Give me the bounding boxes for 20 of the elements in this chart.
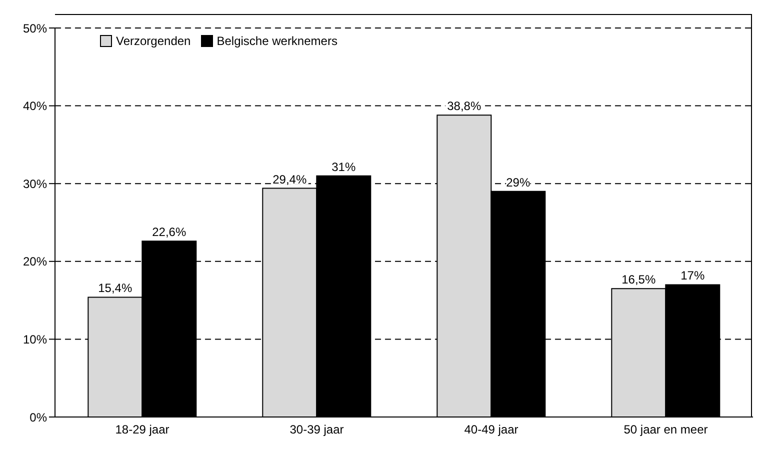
y-tick-label: 30% [22,176,48,191]
y-tick-label: 20% [22,254,48,269]
x-tick-label: 40-49 jaar [464,422,518,437]
x-tick-label: 30-39 jaar [290,422,344,437]
x-tick-label: 50 jaar en meer [624,422,708,437]
y-tick-label: 50% [22,21,48,36]
data-label: 38,8% [447,99,482,114]
legend-label: Verzorgenden [115,34,191,48]
x-tick-label: 18-29 jaar [115,422,170,437]
data-label: 17% [680,268,705,283]
legend-label: Belgische werknemers [216,34,338,48]
data-label: 29% [506,175,530,190]
data-label: 31% [332,160,356,174]
y-tick-label: 40% [22,99,48,114]
y-tick-label: 10% [22,332,48,346]
y-tick-label: 0% [30,410,48,424]
data-label: 16,5% [622,272,656,287]
data-label: 22,6% [152,225,186,240]
data-label: 15,4% [98,281,132,296]
data-label: 29,4% [272,172,307,186]
